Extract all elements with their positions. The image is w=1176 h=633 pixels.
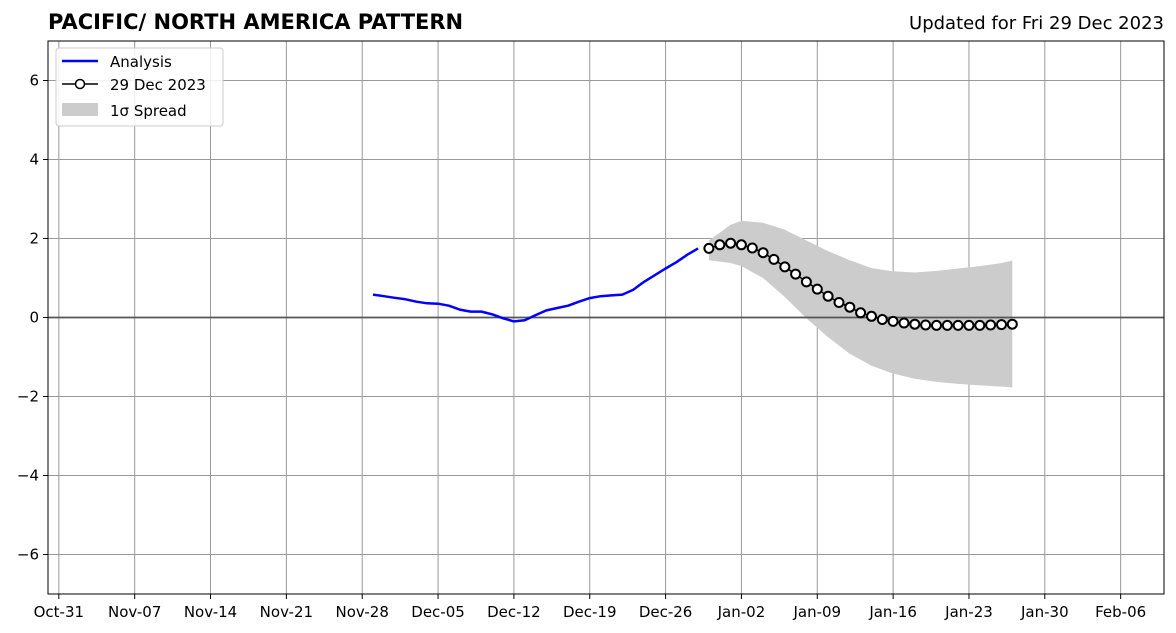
forecast-point (920, 319, 932, 331)
x-tick-label: Dec-26 (639, 603, 693, 621)
x-tick-label: Nov-14 (184, 603, 237, 621)
forecast-point (941, 319, 953, 331)
x-tick-label: Feb-06 (1095, 603, 1146, 621)
forecast-point (768, 253, 780, 265)
y-tick-label: 4 (29, 151, 39, 169)
forecast-point (887, 315, 899, 327)
forecast-point (876, 314, 888, 325)
x-tick-label: Dec-19 (563, 603, 617, 621)
forecast-point (898, 317, 910, 329)
y-tick-label: −2 (17, 388, 39, 406)
x-tick-label: Oct-31 (34, 603, 84, 621)
forecast-point (931, 319, 942, 331)
forecast-point (963, 319, 975, 331)
chart-subtitle: Updated for Fri 29 Dec 2023 (909, 13, 1164, 34)
x-tick-label: Dec-05 (411, 603, 465, 621)
legend-forecast-label: 29 Dec 2023 (110, 76, 206, 94)
chart-title: PACIFIC/ NORTH AMERICA PATTERN (48, 10, 463, 34)
y-tick-label: 2 (29, 230, 39, 248)
legend-spread-label: 1σ Spread (110, 102, 187, 120)
legend: Analysis 29 Dec 2023 1σ Spread (55, 47, 224, 127)
forecast-point (909, 318, 921, 330)
forecast-point (811, 283, 823, 295)
x-tick-label: Jan-30 (1020, 603, 1069, 621)
forecast-point (757, 247, 769, 259)
forecast-point (735, 239, 747, 251)
forecast-point (800, 276, 812, 288)
x-tick-label: Nov-21 (260, 603, 313, 621)
x-tick-label: Nov-07 (108, 603, 161, 621)
legend-spread-swatch (62, 103, 98, 116)
forecast-point (790, 268, 802, 280)
forecast-point (985, 319, 997, 331)
ticks: Oct-31 Nov-07 Nov-14 Nov-21 Nov-28 Dec-05 Dec-… (17, 72, 1146, 622)
x-tick-label: Jan-23 (944, 603, 993, 621)
y-tick-label: −6 (17, 546, 39, 564)
legend-analysis-label: Analysis (110, 53, 172, 71)
forecast-point (746, 242, 758, 254)
y-tick-label: 0 (29, 309, 39, 327)
x-tick-label: Jan-16 (868, 603, 917, 621)
forecast-point (855, 307, 867, 319)
forecast-point (833, 297, 845, 308)
y-tick-label: −4 (17, 467, 39, 485)
forecast-point (725, 237, 737, 249)
forecast-point (822, 290, 834, 302)
x-tick-label: Nov-28 (336, 603, 389, 621)
legend-forecast-marker (74, 78, 86, 90)
forecast-point (996, 319, 1007, 331)
x-tick-label: Jan-09 (792, 603, 841, 621)
forecast-point (974, 319, 986, 331)
forecast-point (866, 310, 877, 322)
forecast-point (714, 239, 726, 251)
x-tick-label: Jan-02 (717, 603, 766, 621)
analysis-line (372, 247, 699, 323)
forecast-point (779, 261, 791, 273)
forecast-point (844, 301, 856, 313)
series-layer (372, 237, 1018, 331)
x-tick-label: Dec-12 (487, 603, 541, 621)
y-tick-label: 6 (29, 72, 39, 90)
forecast-point (1006, 318, 1018, 330)
forecast-point (703, 242, 715, 254)
forecast-point (952, 319, 964, 331)
